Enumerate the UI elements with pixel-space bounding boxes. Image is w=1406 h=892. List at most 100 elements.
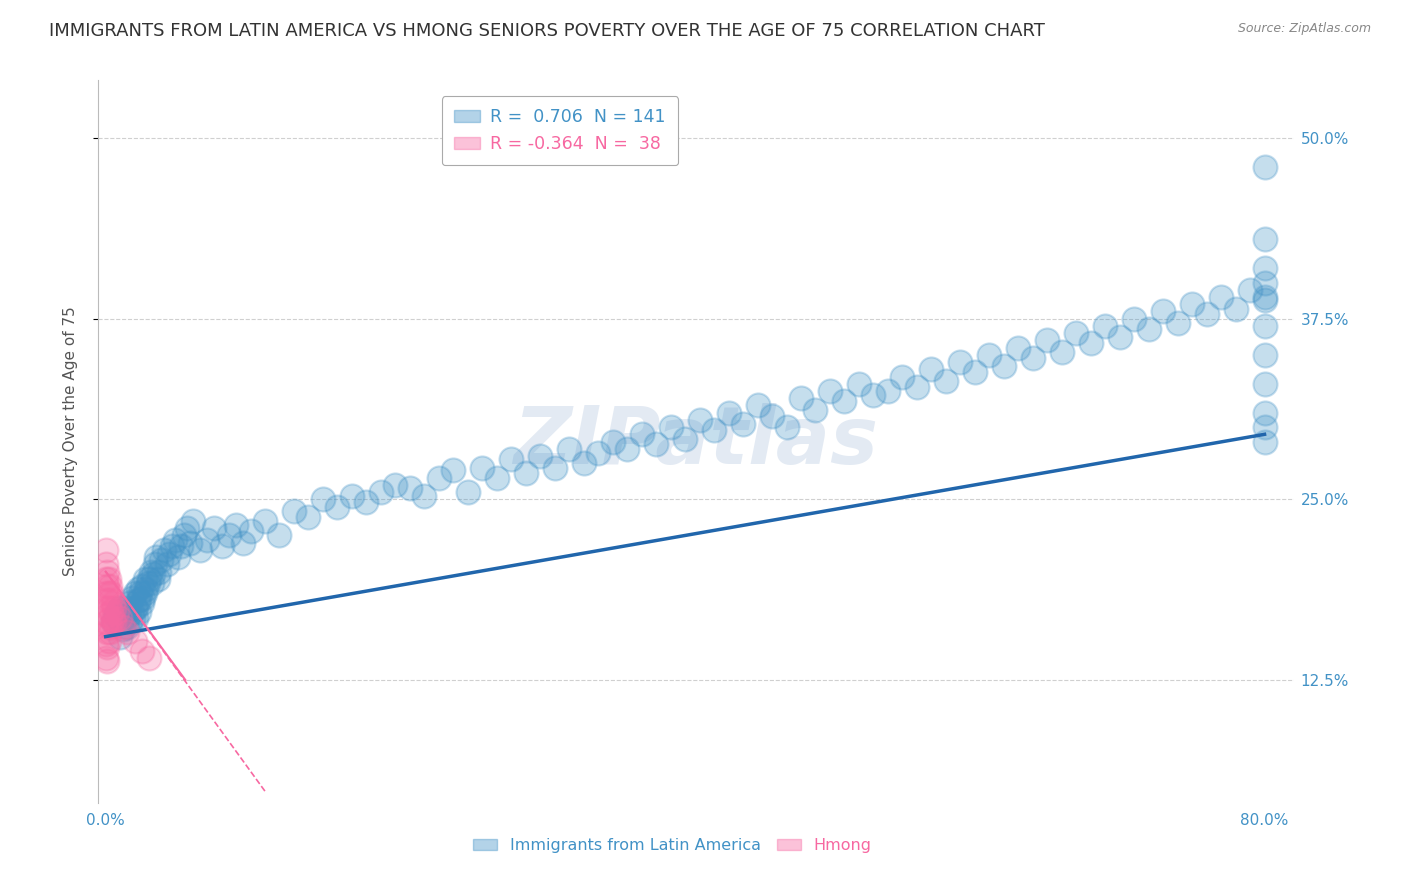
Point: [117, 619, 139, 633]
Point: [340, 490, 363, 504]
Point: [1253, 318, 1275, 333]
Point: [1225, 301, 1247, 316]
Point: [283, 504, 305, 518]
Legend: Immigrants from Latin America, Hmong: Immigrants from Latin America, Hmong: [467, 832, 877, 860]
Point: [761, 409, 783, 423]
Point: [441, 463, 464, 477]
Point: [1108, 330, 1130, 344]
Text: ZIPatlas: ZIPatlas: [513, 402, 879, 481]
Point: [138, 572, 160, 586]
Point: [370, 485, 392, 500]
Point: [103, 600, 125, 615]
Point: [121, 605, 143, 619]
Point: [98, 579, 121, 593]
Point: [138, 651, 160, 665]
Point: [356, 495, 378, 509]
Text: Source: ZipAtlas.com: Source: ZipAtlas.com: [1237, 22, 1371, 36]
Point: [131, 644, 153, 658]
Point: [117, 625, 139, 640]
Point: [112, 623, 135, 637]
Point: [572, 456, 595, 470]
Point: [148, 565, 170, 579]
Point: [269, 528, 291, 542]
Point: [108, 611, 131, 625]
Point: [602, 434, 624, 449]
Point: [94, 615, 117, 630]
Point: [645, 437, 668, 451]
Point: [1253, 160, 1275, 174]
Point: [108, 630, 131, 644]
Point: [127, 582, 149, 596]
Point: [114, 611, 136, 625]
Point: [1239, 283, 1261, 297]
Point: [1253, 420, 1275, 434]
Point: [558, 442, 581, 456]
Point: [112, 619, 135, 633]
Point: [1253, 290, 1275, 304]
Point: [202, 521, 225, 535]
Point: [949, 355, 972, 369]
Point: [188, 542, 211, 557]
Point: [96, 625, 118, 640]
Point: [179, 535, 201, 549]
Point: [98, 593, 121, 607]
Point: [94, 637, 117, 651]
Point: [96, 607, 118, 622]
Point: [125, 611, 148, 625]
Point: [165, 533, 187, 547]
Point: [96, 640, 118, 654]
Point: [1137, 322, 1160, 336]
Point: [96, 579, 118, 593]
Point: [1253, 276, 1275, 290]
Point: [162, 539, 184, 553]
Text: IMMIGRANTS FROM LATIN AMERICA VS HMONG SENIORS POVERTY OVER THE AGE OF 75 CORREL: IMMIGRANTS FROM LATIN AMERICA VS HMONG S…: [49, 22, 1045, 40]
Point: [132, 591, 155, 605]
Point: [101, 611, 124, 625]
Point: [848, 376, 870, 391]
Point: [225, 518, 247, 533]
Point: [142, 567, 165, 582]
Point: [94, 572, 117, 586]
Point: [105, 605, 128, 619]
Point: [100, 586, 122, 600]
Point: [790, 391, 813, 405]
Point: [515, 467, 537, 481]
Point: [920, 362, 942, 376]
Point: [173, 528, 195, 542]
Point: [1253, 376, 1275, 391]
Point: [877, 384, 900, 398]
Point: [131, 579, 153, 593]
Point: [804, 402, 827, 417]
Point: [124, 600, 146, 615]
Point: [1253, 348, 1275, 362]
Point: [94, 542, 117, 557]
Point: [114, 605, 136, 619]
Point: [239, 524, 262, 538]
Point: [399, 481, 422, 495]
Point: [125, 600, 148, 615]
Point: [1253, 261, 1275, 276]
Point: [96, 565, 118, 579]
Point: [862, 388, 884, 402]
Point: [485, 470, 508, 484]
Point: [1036, 334, 1059, 348]
Point: [94, 586, 117, 600]
Point: [103, 615, 125, 630]
Point: [993, 359, 1015, 374]
Point: [457, 485, 479, 500]
Point: [94, 600, 117, 615]
Point: [834, 394, 856, 409]
Point: [218, 528, 240, 542]
Point: [544, 460, 567, 475]
Point: [1080, 336, 1102, 351]
Point: [128, 605, 150, 619]
Point: [1253, 232, 1275, 246]
Point: [149, 553, 172, 567]
Point: [384, 478, 406, 492]
Point: [122, 611, 145, 625]
Point: [1253, 293, 1275, 307]
Point: [905, 379, 928, 393]
Point: [121, 591, 143, 605]
Point: [775, 420, 797, 434]
Point: [120, 615, 142, 630]
